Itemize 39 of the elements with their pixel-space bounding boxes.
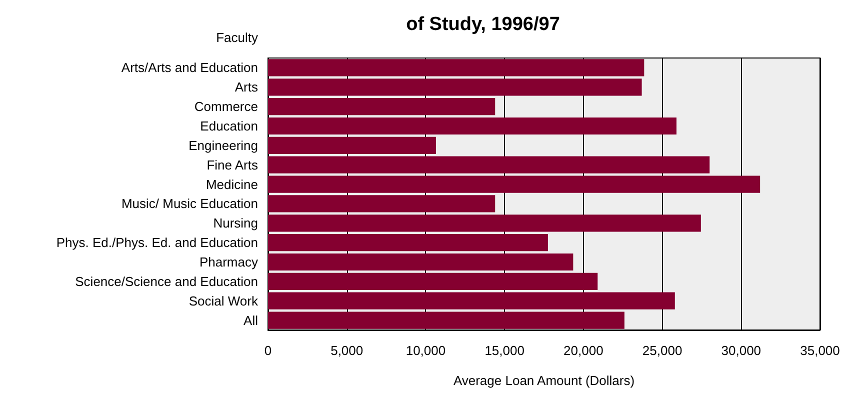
x-tick-label: 10,000 [406, 343, 446, 358]
bar [268, 195, 496, 212]
y-tick-label: Education [200, 118, 258, 134]
y-tick-label: Social Work [188, 293, 258, 308]
bar [268, 234, 548, 252]
y-tick-label: Science/Science and Education [75, 274, 258, 289]
x-tick-label: 5,000 [330, 343, 364, 358]
x-tick-label: 25,000 [642, 343, 682, 358]
bar [268, 78, 642, 96]
x-tick-label: 30,000 [721, 343, 762, 358]
bar [268, 176, 760, 193]
y-tick-label: Fine Arts [206, 157, 258, 172]
bar [268, 136, 436, 154]
bar [268, 272, 598, 290]
chart-title: of Study, 1996/97 [406, 14, 560, 35]
y-axis-title: Faculty [216, 30, 258, 45]
bar [268, 214, 701, 232]
bar [268, 59, 644, 76]
y-tick-label: All [244, 312, 258, 328]
bar [268, 253, 574, 271]
y-tick-label: Pharmacy [199, 254, 258, 270]
y-tick-label: Arts/Arts and Education [121, 60, 258, 76]
bar [268, 117, 676, 135]
bar [268, 156, 710, 174]
bar [268, 312, 624, 329]
y-tick-label: Nursing [213, 216, 258, 231]
x-tick-label: 20,000 [564, 343, 604, 358]
y-tick-label: Engineering [188, 138, 258, 153]
y-tick-label: Arts [234, 80, 258, 95]
y-tick-label: Medicine [206, 176, 258, 192]
y-tick-label: Phys. Ed./Phys. Ed. and Education [56, 235, 258, 250]
bar [268, 292, 675, 310]
bar [268, 98, 496, 116]
x-tick-label: 0 [264, 343, 272, 358]
x-tick-label: 15,000 [484, 343, 524, 358]
y-tick-label: Commerce [194, 99, 258, 114]
x-axis-title: Average Loan Amount (Dollars) [453, 373, 635, 388]
y-tick-label: Music/ Music Education [121, 196, 258, 212]
x-tick-label: 35,000 [800, 343, 840, 358]
